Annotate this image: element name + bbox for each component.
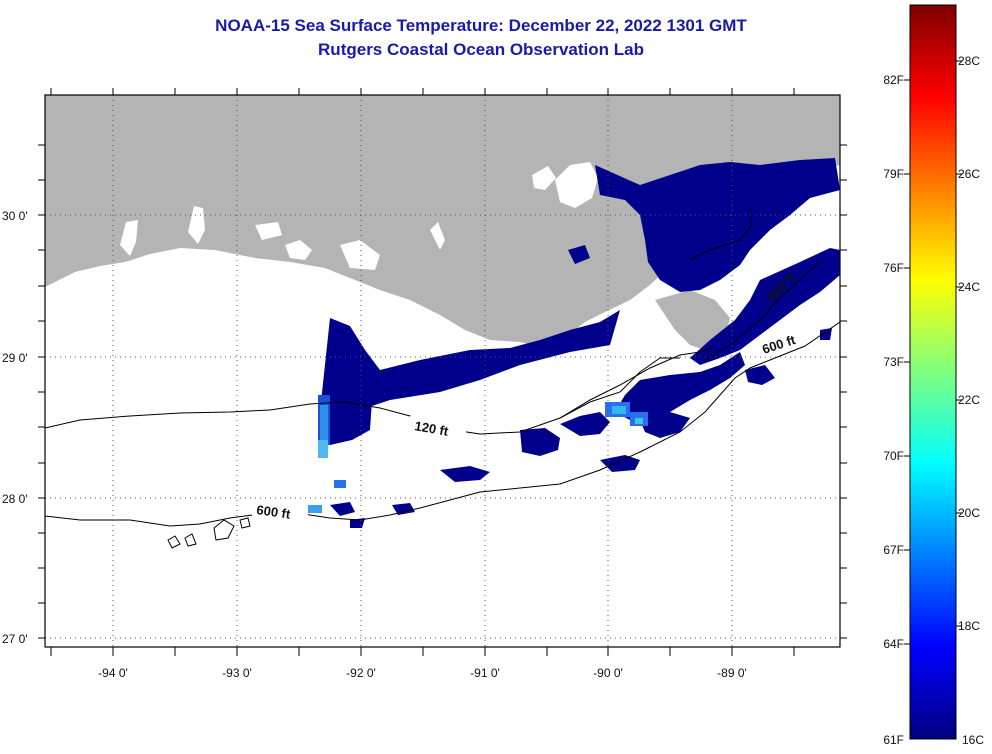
colorbar-c-label: 24C [958, 280, 980, 294]
colorbar-f-label: 82F [883, 73, 904, 87]
map-subtitle: Rutgers Coastal Ocean Observation Lab [318, 40, 644, 59]
lake [340, 240, 380, 270]
colorbar-f-label: 61F [883, 733, 904, 747]
colorbar-f-label: 67F [883, 543, 904, 557]
sst-warm-patches [308, 395, 648, 513]
colorbar-f-label: 64F [883, 637, 904, 651]
lon-label: -93 0' [222, 666, 252, 680]
lat-label: 28 0' [2, 492, 28, 506]
lat-label: 30 0' [2, 209, 28, 223]
lon-label: -91 0' [470, 666, 500, 680]
axis-ticks [38, 88, 847, 656]
lake [255, 222, 282, 240]
colorbar-f-label: 76F [883, 261, 904, 275]
delta-land [655, 290, 730, 350]
colorbar-c-label: 18C [958, 619, 980, 633]
lat-label: 29 0' [2, 351, 28, 365]
colorbar-c-label: 16C [962, 733, 984, 747]
lon-label: -92 0' [346, 666, 376, 680]
colorbar-c-label: 20C [958, 506, 980, 520]
map-frame [44, 94, 841, 648]
lake [555, 162, 598, 208]
lon-label: -90 0' [593, 666, 623, 680]
lon-label: -94 0' [98, 666, 128, 680]
lake [120, 220, 138, 256]
colorbar-f-label: 73F [883, 355, 904, 369]
sst-data [318, 158, 840, 528]
colorbar-f-label: 70F [883, 449, 904, 463]
contour-label: 600 ft [256, 502, 292, 522]
lake [430, 222, 445, 250]
lake [285, 240, 312, 260]
colorbar-f-label: 79F [883, 167, 904, 181]
contour-label: 120 ft [413, 418, 450, 439]
lat-label: 27 0' [2, 632, 28, 646]
colorbar-ticks [904, 60, 962, 645]
colorbar-c-label: 22C [958, 393, 980, 407]
colorbar-c-label: 28C [958, 54, 980, 68]
map-title: NOAA-15 Sea Surface Temperature: Decembe… [215, 16, 747, 35]
graticule [45, 95, 840, 647]
lake [532, 166, 556, 190]
land-mass [45, 95, 840, 348]
colorbar-c-label: 26C [958, 167, 980, 181]
contour-label-bg [252, 416, 466, 518]
lon-label: -89 0' [717, 666, 747, 680]
colorbar [909, 4, 957, 740]
